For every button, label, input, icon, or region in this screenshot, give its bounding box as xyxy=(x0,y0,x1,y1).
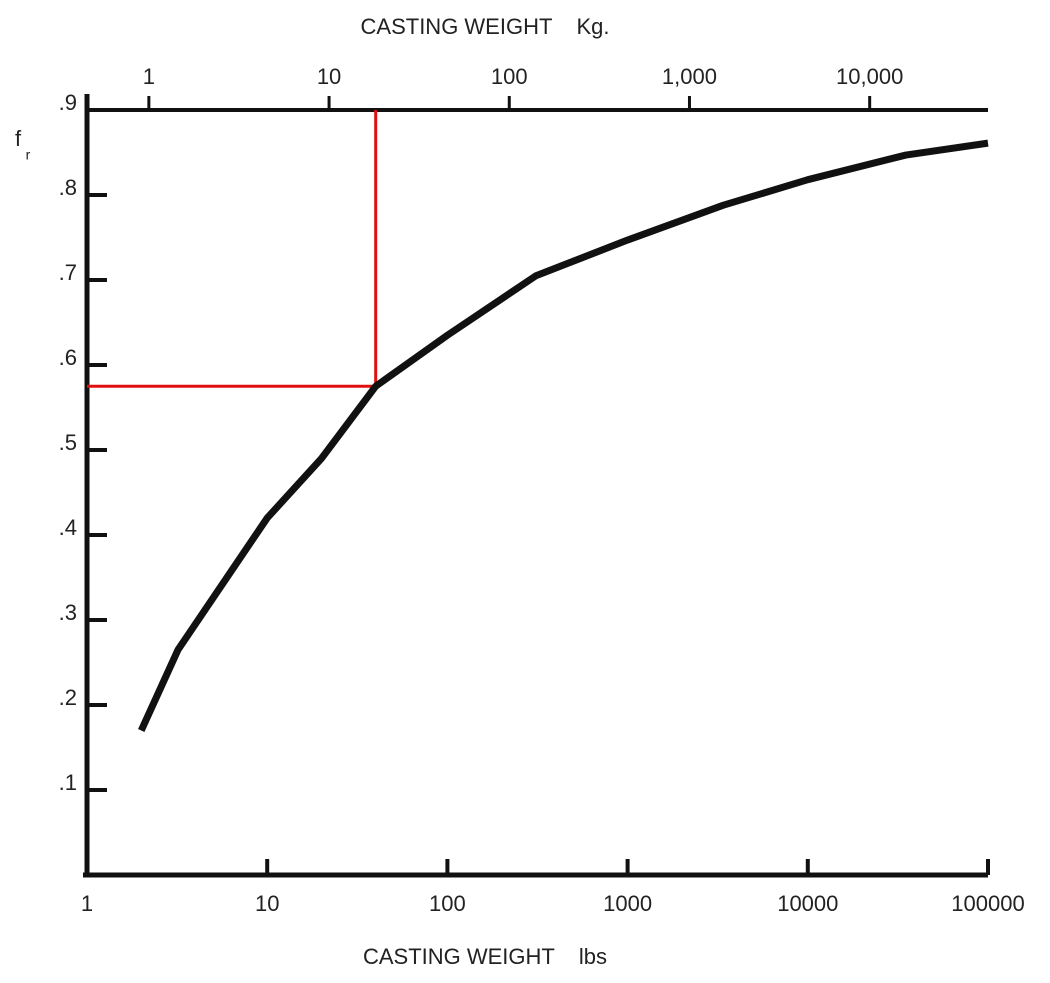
y-tick-label: .5 xyxy=(59,430,77,455)
x2-tick-label: 1,000 xyxy=(662,64,717,89)
x2-tick-label: 1 xyxy=(143,64,155,89)
y-tick-label: .1 xyxy=(59,770,77,795)
x2-tick-label: 100 xyxy=(491,64,528,89)
x-tick-label: 1 xyxy=(81,891,93,916)
x-tick-label: 1000 xyxy=(603,891,652,916)
y-tick-label: .9 xyxy=(59,90,77,115)
x-tick-label: 10 xyxy=(255,891,279,916)
y-tick-label: .4 xyxy=(59,515,77,540)
y-tick-label: .6 xyxy=(59,345,77,370)
y-tick-label: .3 xyxy=(59,600,77,625)
y-tick-label: .7 xyxy=(59,260,77,285)
x-tick-label: 100000 xyxy=(951,891,1024,916)
x-tick-label: 100 xyxy=(429,891,466,916)
x2-tick-label: 10 xyxy=(317,64,341,89)
y-tick-label: .2 xyxy=(59,685,77,710)
x2-axis-title: CASTING WEIGHT Kg. xyxy=(361,14,610,39)
y-axis-title-sub: r xyxy=(26,147,31,163)
x-tick-label: 10000 xyxy=(777,891,838,916)
y-tick-label: .8 xyxy=(59,175,77,200)
x-axis-title: CASTING WEIGHT lbs xyxy=(363,944,607,969)
curve xyxy=(138,139,989,732)
y-axis-title: f xyxy=(15,126,22,151)
x2-tick-label: 10,000 xyxy=(836,64,903,89)
